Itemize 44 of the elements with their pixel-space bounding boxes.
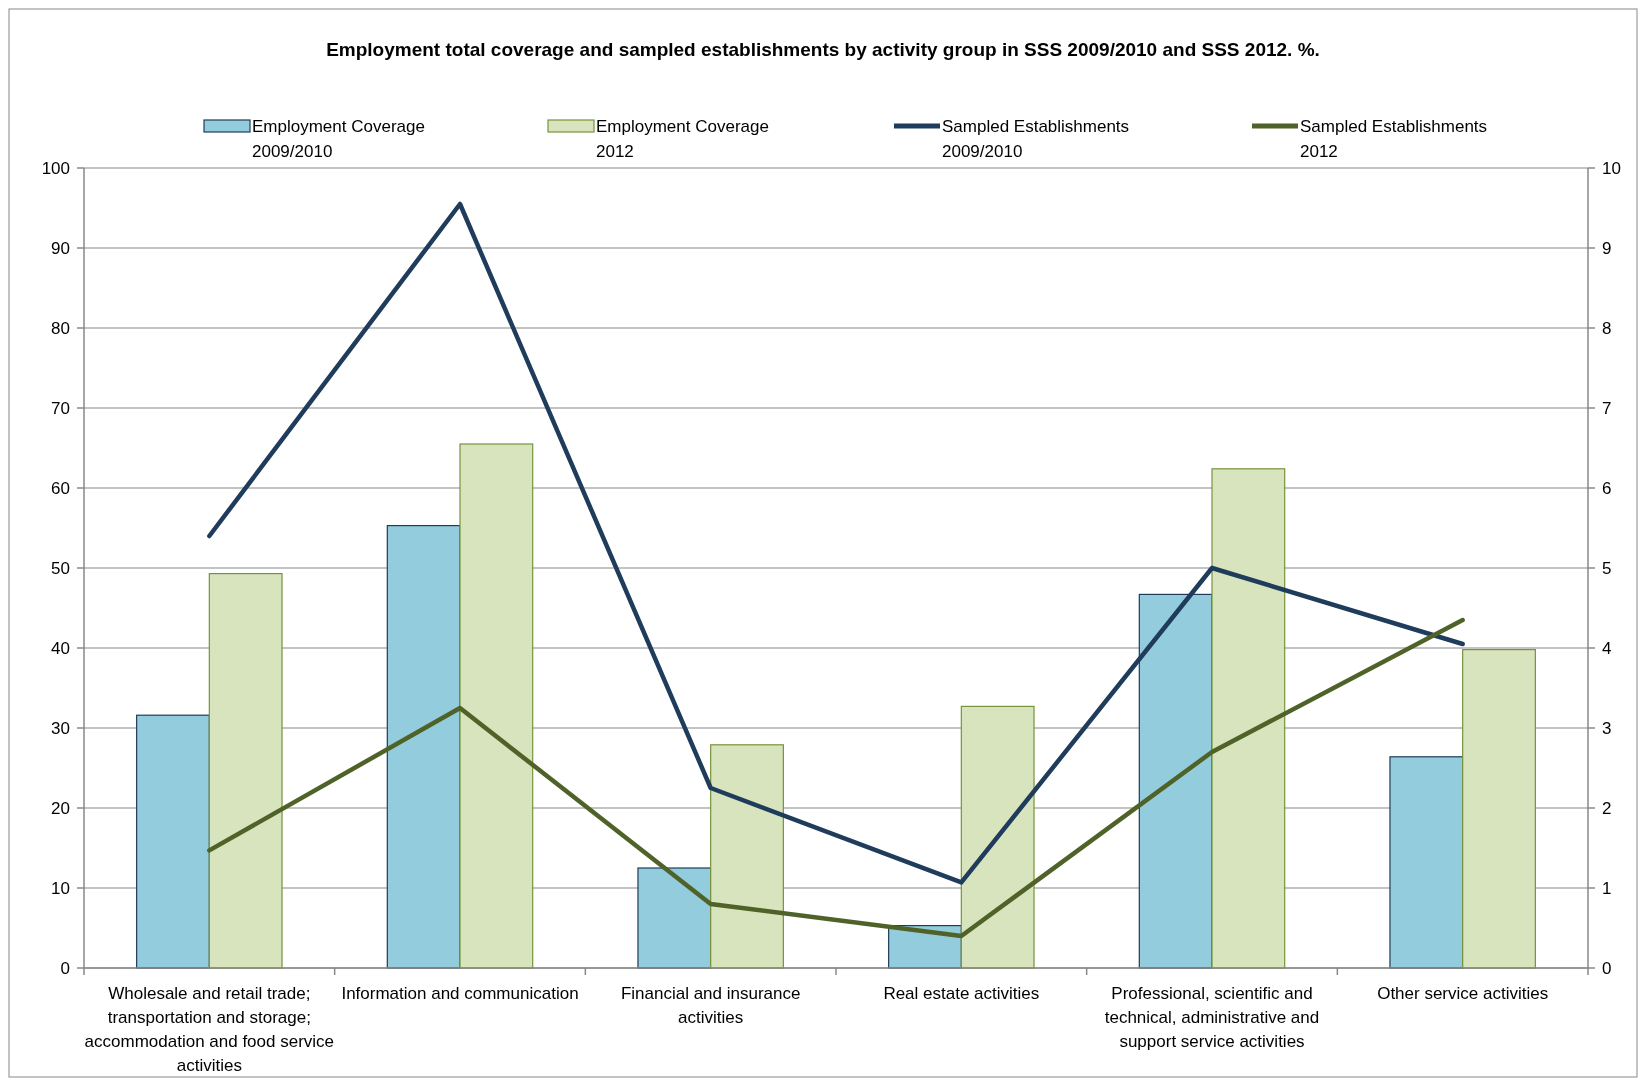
bar	[208, 573, 283, 969]
x-tick-label: Real estate activities	[883, 984, 1040, 1003]
x-tick-label: Wholesale and retail trade; transportation and storage; accommodation and food service activities	[84, 984, 335, 1075]
y2-tick-label: 8	[1602, 318, 1612, 338]
x-tick-label: Professional, scientific and technical, administrative and support service activities	[1104, 984, 1320, 1051]
y2-tick-label: 4	[1602, 638, 1612, 658]
y-tick-label: 20	[51, 798, 70, 818]
y-tick-label: 80	[51, 318, 70, 338]
y-tick-label: 100	[41, 158, 70, 178]
bar	[1462, 649, 1536, 969]
legend-label: Employment Coverage 2009/2010	[252, 116, 425, 161]
bar	[710, 744, 784, 969]
y2-tick-label: 5	[1602, 558, 1612, 578]
x-tick-label: Other service activities	[1377, 984, 1549, 1003]
y-tick-label: 40	[51, 638, 70, 658]
legend-label: Sampled Establishments 2012	[1300, 116, 1488, 161]
bar	[960, 705, 1035, 969]
x-tick-label: Information and communication	[341, 984, 579, 1003]
y-tick-label: 50	[51, 558, 70, 578]
y2-tick-label: 3	[1602, 718, 1612, 738]
chart-title: Employment total coverage and sampled establishments by activity group in SSS 2009/2010 and SSS 2012. %.	[326, 39, 1320, 60]
y2-tick-label: 10	[1602, 158, 1621, 178]
y2-tick-label: 6	[1602, 478, 1612, 498]
bar	[386, 525, 461, 969]
legend-label: Employment Coverage 2012	[596, 116, 769, 161]
y2-tick-label: 1	[1602, 878, 1612, 898]
y2-tick-label: 2	[1602, 798, 1612, 818]
y2-tick-label: 0	[1602, 958, 1612, 978]
line-series	[207, 617, 1465, 939]
bar	[1389, 756, 1464, 969]
y-tick-label: 0	[60, 958, 70, 978]
x-tick-label: Financial and insurance activities	[620, 984, 801, 1027]
y-tick-label: 30	[51, 718, 70, 738]
legend-label: Sampled Establishments 2009/2010	[942, 116, 1130, 161]
y2-tick-label: 9	[1602, 238, 1612, 258]
y-tick-label: 10	[51, 878, 70, 898]
bar	[459, 443, 534, 969]
y-tick-label: 70	[51, 398, 70, 418]
y2-tick-label: 7	[1602, 398, 1612, 418]
bar	[1211, 468, 1286, 969]
y-tick-label: 60	[51, 478, 70, 498]
y-tick-label: 90	[51, 238, 70, 258]
bar	[637, 867, 712, 969]
bar	[136, 714, 210, 969]
